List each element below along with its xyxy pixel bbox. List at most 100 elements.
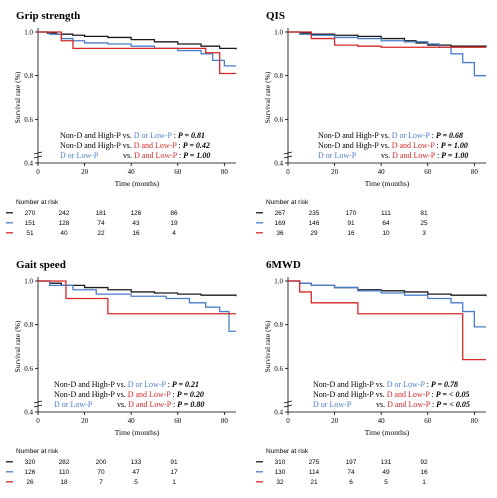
comparison-segment: D or Low-P	[392, 131, 431, 140]
y-tick-label: 0.6	[24, 365, 33, 373]
axis-break-mark	[33, 400, 43, 408]
x-tick-label: 40	[378, 417, 386, 425]
comparison-segment: P = 0.42	[183, 141, 210, 150]
comparison-segment: :	[425, 380, 431, 389]
comparison-segment: P = < 0.05	[436, 400, 470, 409]
risk-count: 32	[276, 479, 284, 486]
comparison-segment: D and Low-P	[387, 390, 431, 399]
panel-title: 6MWD	[266, 259, 301, 271]
y-tick-label: 0.8	[24, 72, 33, 80]
comparison-line: Non-D and High-P vs. D or Low-P : P = 0.…	[318, 131, 463, 140]
x-tick-label: 40	[128, 417, 136, 425]
panel-title: QIS	[266, 10, 285, 22]
risk-count: 146	[309, 220, 320, 227]
y-tick-label: 1.0	[274, 278, 283, 286]
comparison-segment: :	[171, 390, 177, 399]
comparison-segment: D and Low-P	[134, 151, 178, 160]
risk-count: 49	[382, 469, 390, 476]
comparison-segment: D and Low-P	[392, 141, 436, 150]
km-curve	[38, 31, 236, 75]
comparison-segment: P = 1.00	[183, 151, 210, 160]
risk-count: 200	[96, 459, 107, 466]
x-tick-label: 80	[471, 168, 479, 176]
x-tick-label: 80	[221, 168, 229, 176]
comparison-segment: P = 0.68	[436, 131, 463, 140]
comparison-line: D or Low-P vs. D and Low-P : P = 1.00	[60, 151, 210, 160]
x-tick-label: 0	[36, 417, 40, 425]
comparison-segment: D or Low-P	[387, 380, 426, 389]
risk-count: 131	[381, 459, 392, 466]
comparison-segment: D and Low-P	[128, 390, 172, 399]
y-tick-label: 0.4	[274, 160, 283, 168]
x-tick-label: 60	[174, 417, 182, 425]
risk-count: 18	[60, 479, 68, 486]
risk-count: 282	[59, 459, 70, 466]
risk-count: 6	[349, 479, 353, 486]
comparison-segment: vs.	[117, 400, 128, 409]
risk-count: 126	[25, 469, 36, 476]
risk-table-title: Number at risk	[16, 199, 59, 206]
comparison-segment: vs.	[376, 400, 387, 409]
comparison-segment: vs.	[123, 151, 134, 160]
risk-count: 26	[26, 479, 34, 486]
x-tick-label: 20	[81, 168, 89, 176]
risk-count: 74	[97, 220, 105, 227]
risk-count: 29	[310, 230, 318, 237]
y-tick-label: 0.6	[24, 116, 33, 124]
risk-count: 275	[309, 459, 320, 466]
x-tick-label: 0	[286, 168, 290, 176]
comparison-segment: vs.	[376, 390, 387, 399]
comparison-line: D or Low-P vs. D and Low-P : P = 0.80	[54, 400, 204, 409]
y-tick-label: 0.8	[24, 321, 33, 329]
risk-count: 10	[382, 230, 390, 237]
comparison-segment: Non-D and High-P	[54, 390, 117, 399]
y-tick-label: 0.8	[274, 321, 283, 329]
y-tick-label: 0.6	[274, 365, 283, 373]
y-axis-label: Survival rate (%)	[263, 320, 272, 372]
risk-count: 5	[134, 479, 138, 486]
risk-count: 111	[381, 210, 391, 217]
x-tick-label: 40	[378, 168, 386, 176]
risk-count: 181	[96, 210, 107, 217]
comparison-segment: Non-D and High-P	[318, 141, 381, 150]
risk-count: 21	[310, 479, 318, 486]
comparison-segment: :	[435, 151, 441, 160]
x-axis-label: Time (months)	[365, 428, 410, 437]
comparison-segment: D or Low-P	[54, 400, 93, 409]
comparison-segment: P = 1.00	[441, 141, 468, 150]
risk-count: 86	[170, 210, 178, 217]
risk-count: 22	[97, 230, 105, 237]
comparison-segment: D and Low-P	[128, 400, 172, 409]
km-panel: QIS 0.4 0.6 0.8 1.0 0 20 40 60 80 Time (months) Sur…	[256, 10, 487, 237]
risk-count: 169	[275, 220, 286, 227]
y-axis-label: Survival rate (%)	[13, 71, 22, 123]
risk-count: 4	[172, 230, 176, 237]
risk-table-title: Number at risk	[266, 199, 309, 206]
km-curve	[288, 31, 486, 48]
panel-title: Gait speed	[16, 259, 66, 271]
risk-count: 91	[170, 459, 178, 466]
comparison-line: Non-D and High-P vs. D or Low-P : P = 0.…	[54, 380, 199, 389]
km-panel: 6MWD 0.4 0.6 0.8 1.0 0 20 40 60 80 Time (months) Su…	[256, 259, 487, 486]
y-tick-label: 1.0	[24, 278, 33, 286]
x-tick-label: 0	[36, 168, 40, 176]
risk-count: 16	[347, 230, 355, 237]
comparison-segment: :	[166, 380, 172, 389]
axis-break-mark	[283, 400, 293, 408]
comparison-segment: D or Low-P	[318, 151, 357, 160]
comparison-segment: vs.	[117, 380, 128, 389]
km-panel: Gait speed 0.4 0.6 0.8 1.0 0 20 40 60 80 Time (mon…	[6, 259, 237, 486]
comparison-segment: vs.	[123, 141, 134, 150]
comparison-segment: D or Low-P	[134, 131, 173, 140]
comparison-segment: :	[177, 151, 183, 160]
risk-count: 43	[132, 220, 140, 227]
comparison-segment: vs.	[117, 390, 128, 399]
risk-count: 235	[309, 210, 320, 217]
comparison-segment: :	[430, 390, 436, 399]
comparison-line: Non-D and High-P vs. D or Low-P : P = 0.…	[60, 131, 205, 140]
y-axis-label: Survival rate (%)	[13, 320, 22, 372]
comparison-segment: Non-D and High-P	[54, 380, 117, 389]
x-tick-label: 20	[81, 417, 89, 425]
km-curve	[288, 280, 486, 361]
